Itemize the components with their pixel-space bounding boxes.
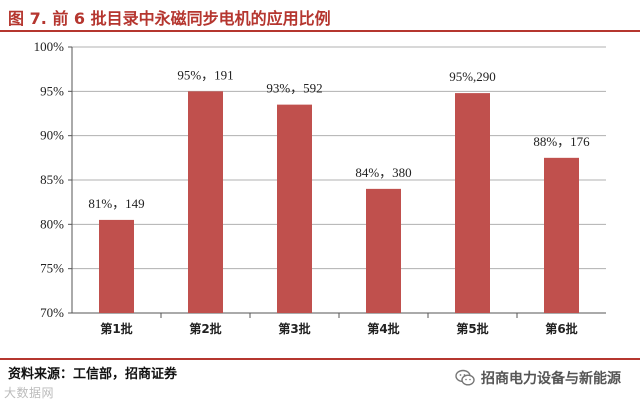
y-axis-ticks: 70% 75% 80% 85% 90% 95% 100% bbox=[34, 39, 65, 320]
y-tick-label: 80% bbox=[40, 216, 64, 231]
y-tick-label: 85% bbox=[40, 172, 64, 187]
data-label: 88%，176 bbox=[533, 134, 590, 149]
bar-chart: 70% 75% 80% 85% 90% 95% 100% 81%，149 95%，191 93%… bbox=[34, 39, 606, 336]
y-tick-label: 95% bbox=[40, 83, 64, 98]
x-axis-labels: 第1批 第2批 第3批 第4批 第5批 第6批 bbox=[100, 321, 577, 336]
figure-title: 图 7. 前 6 批目录中永磁同步电机的应用比例 bbox=[8, 9, 331, 28]
x-category-label: 第2批 bbox=[189, 321, 221, 336]
bar bbox=[188, 91, 223, 313]
data-label: 81%，149 bbox=[88, 196, 144, 211]
x-category-label: 第4批 bbox=[367, 321, 399, 336]
source-note: 资料来源：工信部，招商证券 bbox=[8, 367, 178, 382]
data-label: 93%，592 bbox=[266, 81, 322, 96]
data-label: 84%，380 bbox=[355, 165, 411, 180]
bar bbox=[544, 157, 579, 313]
bar bbox=[455, 93, 490, 314]
footer-divider bbox=[0, 358, 640, 360]
wechat-account: 招商电力设备与新能源 bbox=[455, 368, 621, 388]
y-tick-label: 90% bbox=[40, 128, 64, 143]
grid-lines bbox=[68, 46, 606, 318]
x-category-label: 第5批 bbox=[456, 321, 488, 336]
x-category-label: 第1批 bbox=[100, 321, 132, 336]
watermark: 大数据网 bbox=[4, 386, 55, 400]
bars bbox=[99, 91, 579, 314]
data-labels: 81%，149 95%，191 93%，592 84%，380 95%,290 88%，1… bbox=[88, 67, 590, 211]
wechat-icon bbox=[455, 369, 475, 386]
x-category-label: 第6批 bbox=[545, 321, 577, 336]
y-tick-label: 75% bbox=[40, 261, 64, 276]
bar bbox=[277, 104, 312, 313]
bar bbox=[99, 219, 134, 313]
y-tick-label: 70% bbox=[40, 305, 64, 320]
title-bar: 图 7. 前 6 批目录中永磁同步电机的应用比例 bbox=[0, 0, 640, 32]
wechat-account-name: 招商电力设备与新能源 bbox=[481, 371, 621, 387]
data-label: 95%，191 bbox=[177, 67, 233, 82]
bar bbox=[366, 188, 401, 313]
y-tick-label: 100% bbox=[34, 39, 65, 54]
x-category-label: 第3批 bbox=[278, 321, 310, 336]
data-label: 95%,290 bbox=[449, 69, 496, 84]
